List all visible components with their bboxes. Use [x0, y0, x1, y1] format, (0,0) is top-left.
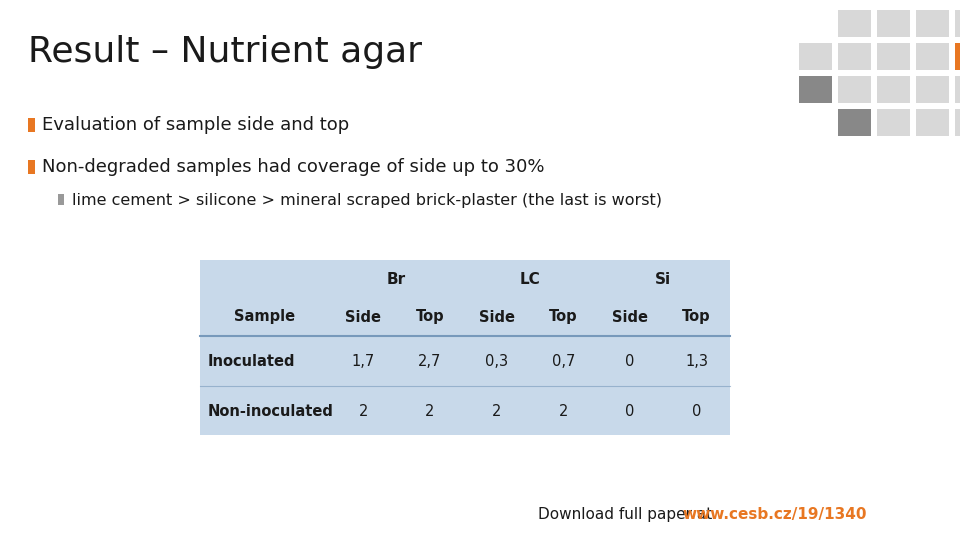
- FancyBboxPatch shape: [916, 109, 949, 136]
- FancyBboxPatch shape: [877, 10, 910, 37]
- FancyBboxPatch shape: [838, 76, 871, 103]
- FancyBboxPatch shape: [799, 76, 832, 103]
- FancyBboxPatch shape: [955, 109, 960, 136]
- Text: Side: Side: [612, 309, 648, 325]
- FancyBboxPatch shape: [916, 43, 949, 70]
- Text: Download full paper at: Download full paper at: [538, 507, 717, 522]
- Text: 0,3: 0,3: [485, 354, 508, 368]
- Text: Side: Side: [479, 309, 515, 325]
- Text: Top: Top: [549, 309, 578, 325]
- Text: 2: 2: [492, 403, 501, 418]
- Text: Sample: Sample: [234, 309, 296, 325]
- Text: 2: 2: [359, 403, 368, 418]
- Text: Inoculated: Inoculated: [208, 354, 296, 368]
- Text: Side: Side: [346, 309, 381, 325]
- Text: Top: Top: [416, 309, 444, 325]
- FancyBboxPatch shape: [58, 194, 64, 205]
- Text: Top: Top: [683, 309, 711, 325]
- Text: www.cesb.cz/19/1340: www.cesb.cz/19/1340: [683, 507, 868, 522]
- Text: Non-inoculated: Non-inoculated: [208, 403, 334, 418]
- FancyBboxPatch shape: [28, 118, 35, 132]
- Text: Non-degraded samples had coverage of side up to 30%: Non-degraded samples had coverage of sid…: [42, 158, 544, 176]
- Text: 0: 0: [692, 403, 702, 418]
- FancyBboxPatch shape: [955, 43, 960, 70]
- Text: 0,7: 0,7: [552, 354, 575, 368]
- FancyBboxPatch shape: [955, 76, 960, 103]
- FancyBboxPatch shape: [799, 43, 832, 70]
- FancyBboxPatch shape: [955, 10, 960, 37]
- FancyBboxPatch shape: [28, 160, 35, 174]
- FancyBboxPatch shape: [838, 43, 871, 70]
- FancyBboxPatch shape: [877, 76, 910, 103]
- FancyBboxPatch shape: [877, 43, 910, 70]
- Text: lime cement > silicone > mineral scraped brick-plaster (the last is worst): lime cement > silicone > mineral scraped…: [72, 192, 662, 207]
- FancyBboxPatch shape: [916, 76, 949, 103]
- Text: LC: LC: [519, 272, 540, 287]
- Text: 1,3: 1,3: [685, 354, 708, 368]
- Text: Evaluation of sample side and top: Evaluation of sample side and top: [42, 116, 349, 134]
- Text: 2: 2: [559, 403, 568, 418]
- Text: 2,7: 2,7: [419, 354, 442, 368]
- Text: Result – Nutrient agar: Result – Nutrient agar: [28, 35, 422, 69]
- FancyBboxPatch shape: [877, 109, 910, 136]
- Text: 2: 2: [425, 403, 435, 418]
- FancyBboxPatch shape: [838, 10, 871, 37]
- Text: 0: 0: [625, 403, 635, 418]
- Text: Br: Br: [387, 272, 406, 287]
- FancyBboxPatch shape: [200, 260, 730, 435]
- Text: Si: Si: [656, 272, 671, 287]
- Text: 0: 0: [625, 354, 635, 368]
- FancyBboxPatch shape: [838, 109, 871, 136]
- FancyBboxPatch shape: [916, 10, 949, 37]
- Text: 1,7: 1,7: [351, 354, 375, 368]
